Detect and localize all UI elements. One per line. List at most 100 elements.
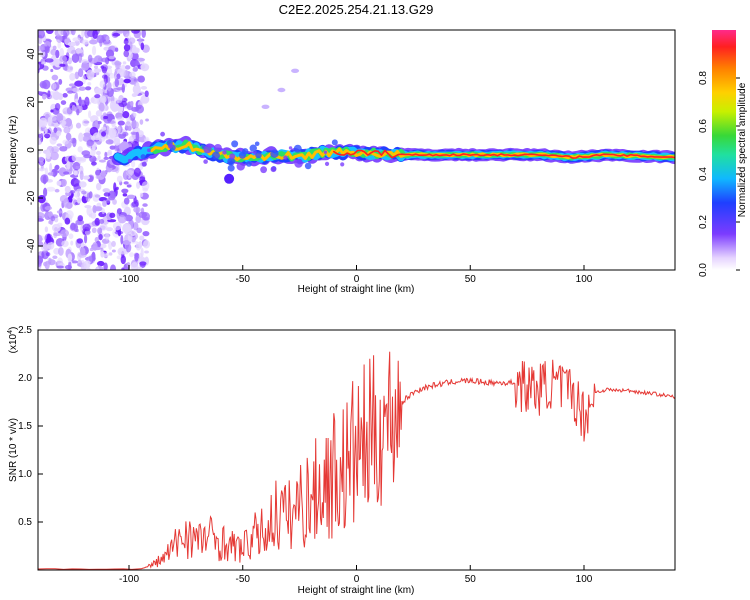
- noise-speckle: [144, 90, 149, 98]
- noise-speckle: [76, 238, 84, 244]
- noise-speckle: [103, 112, 107, 117]
- ridge-blob: [324, 161, 330, 166]
- ridge-blob: [249, 144, 257, 152]
- noise-speckle: [85, 86, 92, 91]
- noise-speckle: [103, 115, 109, 120]
- ridge-blob: [211, 151, 220, 160]
- noise-speckle: [107, 81, 112, 92]
- colorbar-ticks: 0.0 0.2 0.4 0.6 0.8: [698, 71, 740, 277]
- noise-speckle: [135, 241, 142, 251]
- noise-speckle: [112, 32, 121, 37]
- noise-speckle: [70, 222, 76, 231]
- noise-speckle: [73, 170, 78, 176]
- noise-speckle: [47, 259, 56, 266]
- spectrogram-y-tick-label: 40: [26, 48, 37, 60]
- spectrogram-x-axis-title: Height of straight line (km): [298, 284, 415, 295]
- ridge-blob: [227, 164, 235, 172]
- snr-x-tick-label: -100: [119, 574, 139, 585]
- noise-speckle: [77, 146, 83, 153]
- noise-speckle: [51, 223, 61, 233]
- noise-speckle: [38, 218, 44, 222]
- noise-speckle: [83, 234, 88, 244]
- noise-speckle: [91, 227, 97, 234]
- noise-speckle: [84, 230, 91, 236]
- noise-speckle: [132, 222, 139, 231]
- colorbar-tick-label: 0.0: [698, 263, 709, 277]
- spectrogram-x-tick-label: -50: [236, 274, 251, 285]
- noise-speckle: [39, 160, 44, 166]
- noise-speckle: [62, 107, 72, 115]
- spectrogram-y-tick-label: -20: [26, 190, 37, 205]
- noise-speckle: [126, 262, 131, 268]
- ridge-blob: [246, 160, 252, 167]
- noise-speckle: [103, 156, 110, 160]
- noise-speckle: [45, 30, 54, 35]
- noise-speckle: [124, 214, 133, 222]
- noise-speckle: [131, 30, 140, 34]
- ridge-blob: [167, 143, 173, 149]
- noise-speckle: [77, 252, 87, 258]
- noise-speckle: [94, 65, 99, 69]
- noise-speckle: [53, 232, 62, 237]
- noise-speckle: [142, 240, 150, 249]
- ridge-blob: [127, 158, 132, 163]
- noise-speckle: [53, 83, 57, 90]
- spectrogram-y-axis-title: Frequency (Hz): [8, 116, 19, 185]
- faint-trace-mark: [277, 87, 286, 93]
- noise-speckle: [133, 112, 137, 117]
- noise-speckle: [98, 102, 105, 112]
- noise-speckle: [99, 218, 105, 224]
- noise-speckle: [135, 104, 144, 114]
- noise-speckle: [117, 120, 125, 126]
- colorbar-gradient: [712, 30, 736, 270]
- noise-speckle: [130, 131, 138, 135]
- noise-speckle: [41, 93, 47, 100]
- ridge-blob: [140, 154, 146, 160]
- noise-speckle: [101, 66, 108, 74]
- noise-speckle: [42, 175, 47, 185]
- ridge-blob: [213, 143, 222, 152]
- noise-speckle: [81, 62, 90, 71]
- noise-speckle: [109, 145, 116, 150]
- noise-speckle: [84, 96, 90, 107]
- ridge-blob: [283, 155, 288, 160]
- ridge-blob: [203, 145, 212, 154]
- colorbar-tick-label: 0.8: [698, 71, 709, 85]
- noise-speckle: [38, 195, 46, 204]
- ridge-blob: [147, 148, 151, 153]
- noise-speckle: [60, 229, 70, 238]
- noise-speckle: [142, 203, 148, 207]
- noise-speckle: [123, 50, 130, 58]
- ridge-blob: [288, 146, 293, 150]
- noise-speckle: [44, 41, 52, 48]
- noise-speckle: [108, 55, 116, 60]
- noise-speckle: [109, 128, 117, 139]
- noise-speckle: [126, 169, 134, 177]
- noise-speckle: [130, 100, 134, 107]
- noise-speckle: [129, 71, 136, 78]
- ridge-blob: [304, 162, 312, 170]
- noise-speckle: [78, 132, 84, 142]
- noise-speckle: [78, 86, 86, 91]
- noise-speckle: [104, 151, 108, 158]
- noise-speckle: [72, 161, 81, 171]
- noise-speckle: [126, 141, 136, 145]
- noise-speckle: [122, 61, 127, 65]
- noise-speckle: [92, 132, 102, 141]
- noise-speckle: [81, 190, 87, 195]
- ridge-blob: [254, 141, 260, 147]
- noise-speckle: [116, 73, 121, 80]
- noise-speckle: [48, 220, 52, 225]
- noise-speckle: [99, 243, 107, 249]
- noise-speckle: [101, 131, 107, 137]
- ridge-blob: [236, 162, 245, 171]
- noise-speckle: [133, 167, 141, 177]
- noise-speckle: [115, 186, 119, 190]
- noise-speckle: [47, 241, 55, 250]
- noise-speckle: [95, 150, 101, 156]
- noise-speckle: [79, 170, 84, 181]
- snr-y-tick-label: 2.5: [18, 325, 32, 336]
- noise-speckle: [88, 110, 92, 119]
- noise-speckle: [94, 94, 101, 99]
- noise-speckle: [98, 197, 108, 202]
